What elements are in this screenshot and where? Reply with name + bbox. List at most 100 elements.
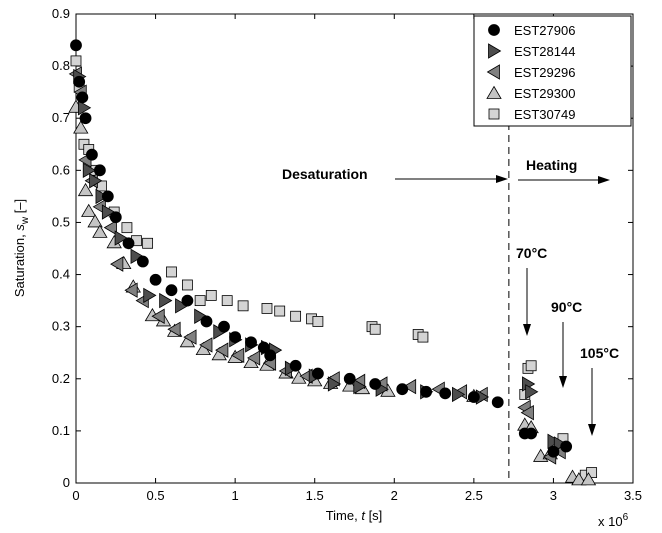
est29296-point [520, 404, 534, 421]
x-tick-label: 0.5 [147, 488, 165, 503]
legend-marker-triangle-up [486, 85, 502, 99]
y-tick-label: 0.1 [52, 423, 70, 438]
x-axis-label: Time, t [s] [326, 508, 383, 523]
x-axis-multiplier: x 106 [598, 512, 629, 529]
est28144-point [353, 378, 367, 395]
y-tick-label: 0.2 [52, 371, 70, 386]
est30749-point [205, 289, 217, 301]
est29300-point [92, 224, 108, 238]
arrowhead-90c [559, 376, 567, 388]
legend-marker-circle [488, 24, 500, 36]
est28144-point [525, 384, 539, 400]
est27906-point [73, 75, 86, 88]
est29296-point [167, 321, 181, 337]
annotation-90c: 90°C [551, 299, 582, 315]
legend-label: EST30749 [514, 107, 575, 122]
est29296-point [151, 308, 165, 324]
est27906-point [109, 211, 122, 224]
legend-label: EST29300 [514, 86, 575, 101]
est27906-point [245, 336, 257, 349]
est27906-point [264, 349, 277, 362]
legend-label: EST27906 [514, 23, 575, 38]
arrowhead-105c [588, 424, 596, 436]
est27906-point [369, 378, 382, 390]
legend-label: EST28144 [514, 44, 575, 59]
desaturation-label: Desaturation [282, 166, 368, 182]
est27906-point [200, 315, 213, 328]
est27906-point [70, 39, 82, 52]
data-points [68, 39, 598, 486]
legend-marker-triangle-right [488, 43, 502, 59]
est30749-point [261, 303, 273, 314]
y-tick-label: 0.8 [52, 58, 70, 73]
y-tick-label: 0 [63, 475, 70, 490]
est30749-point [417, 331, 429, 343]
est27906-point [547, 445, 560, 458]
est27906-point [439, 387, 452, 400]
est27906-point [136, 255, 149, 268]
est30749-point [312, 316, 324, 327]
est30749-point [121, 222, 133, 234]
legend-entry-est29300: EST29300 [486, 85, 575, 101]
y-tick-label: 0.5 [52, 214, 70, 229]
y-tick-label: 0.4 [52, 267, 70, 282]
est30749-point [181, 279, 193, 291]
est30749-point [274, 305, 286, 317]
est28144-point [101, 204, 116, 220]
est30749-point [194, 295, 206, 307]
y-axis-label: Saturation, sw [–] [12, 199, 31, 297]
est29300-point [571, 472, 587, 486]
est27906-point [76, 91, 89, 104]
legend: EST27906 EST28144 EST29296 EST29300 EST3… [473, 15, 632, 127]
x-tick-label: 0 [72, 488, 79, 503]
legend-entry-est29296: EST29296 [486, 64, 575, 80]
est27906-point [86, 148, 98, 161]
est27906-point [467, 391, 480, 403]
est28144-point [452, 386, 466, 403]
est29296-point [110, 256, 124, 272]
legend-marker-triangle-left [486, 64, 500, 80]
legend-entry-est27906: EST27906 [488, 23, 575, 38]
est27906-point [289, 359, 302, 372]
legend-label: EST29296 [514, 65, 575, 80]
est27906-point [560, 440, 573, 453]
axis-ticks: 0 0.5 1 1.5 2 2.5 3 3.5 0 0.1 0.2 0.3 0.4 0.5 0.6 0.7 0.… [52, 6, 642, 503]
y-tick-label: 0.6 [52, 162, 70, 177]
legend-marker-square [488, 108, 500, 120]
est29296-point [183, 329, 197, 345]
est29296-point [215, 342, 229, 358]
x-tick-label: 2.5 [465, 488, 483, 503]
legend-entry-est30749: EST30749 [488, 107, 575, 122]
legend-box [473, 15, 632, 127]
est27906-point [491, 396, 504, 409]
est29296-point [246, 350, 261, 366]
est27906-point [420, 385, 433, 398]
est28144-point [327, 376, 342, 392]
est27906-point [396, 383, 409, 396]
est28144-point [194, 308, 208, 324]
est29296-point [103, 219, 117, 236]
est30749-point [290, 310, 302, 322]
annotation-70c: 70°C [516, 245, 547, 261]
est28144-point [159, 292, 173, 309]
est29296-point [231, 347, 245, 364]
est29296-point [199, 337, 213, 353]
arrowhead-70c [523, 324, 531, 336]
annotation-105c: 105°C [580, 345, 619, 361]
legend-entry-est28144: EST28144 [488, 43, 575, 59]
est30749-point [369, 323, 381, 335]
est27906-point [93, 164, 106, 177]
est29300-point [77, 182, 94, 197]
est29300-point [81, 203, 97, 217]
y-tick-label: 0.3 [52, 319, 70, 334]
y-tick-label: 0.7 [52, 110, 70, 125]
est27906-point [181, 294, 194, 307]
est27906-point [122, 237, 135, 250]
est27906-point [149, 273, 162, 286]
desaturation-arrowhead [496, 175, 508, 183]
est27906-point [165, 284, 178, 297]
x-tick-label: 1 [232, 488, 239, 503]
est30749-point [70, 55, 82, 67]
est28144-point [130, 248, 144, 265]
est29300-point [580, 472, 597, 486]
